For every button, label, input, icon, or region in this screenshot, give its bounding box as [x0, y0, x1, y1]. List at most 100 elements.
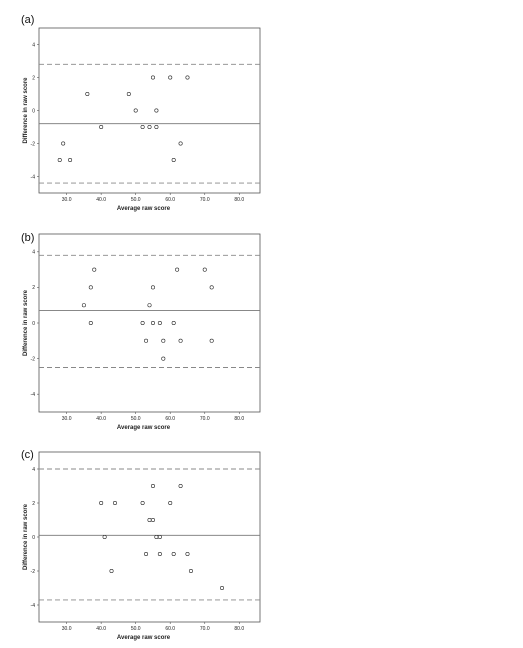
x-tick-label: 60.0	[165, 416, 175, 422]
chart-panel-3: (c) 30.0 40.0 50.0 60.0 70.0 80.0 4 2 0 -2 -4 Averag…	[21, 449, 261, 641]
data-point	[188, 568, 193, 573]
y-tick-label: -4	[31, 174, 36, 180]
data-point	[171, 158, 176, 163]
y-tick-label: -2	[31, 141, 36, 147]
panel-label: (b)	[21, 232, 34, 244]
data-point	[68, 158, 73, 163]
x-tick-label: 80.0	[234, 416, 244, 422]
data-point	[178, 141, 183, 146]
data-point	[88, 285, 93, 290]
data-point	[171, 320, 176, 325]
data-point	[144, 338, 149, 343]
x-tick-label: 30.0	[62, 626, 72, 632]
data-point	[147, 303, 152, 308]
x-tick-label: 70.0	[200, 197, 210, 203]
data-point	[202, 267, 207, 272]
data-point	[150, 320, 155, 325]
data-point	[178, 483, 183, 488]
data-point	[81, 303, 86, 308]
y-tick-label: 4	[32, 250, 35, 256]
y-tick-label: -4	[31, 392, 36, 398]
data-point	[175, 267, 180, 272]
x-tick-label: 60.0	[165, 197, 175, 203]
data-point	[150, 483, 155, 488]
data-point	[171, 551, 176, 556]
y-axis-title: Difference in raw score	[23, 503, 29, 570]
x-tick-label: 70.0	[200, 416, 210, 422]
data-point	[220, 585, 225, 590]
data-point	[133, 108, 138, 113]
data-point	[92, 267, 97, 272]
x-tick-label: 60.0	[165, 626, 175, 632]
data-point	[150, 285, 155, 290]
y-tick-label: -4	[31, 603, 36, 609]
x-tick-label: 50.0	[131, 197, 141, 203]
plot-frame	[38, 451, 261, 623]
panel-label: (c)	[21, 449, 34, 461]
x-axis-title: Average raw score	[117, 635, 171, 641]
data-point	[144, 551, 149, 556]
data-point	[126, 92, 131, 97]
data-point	[147, 517, 152, 522]
data-point	[85, 92, 90, 97]
x-tick-label: 50.0	[131, 416, 141, 422]
plot-frame	[38, 233, 261, 413]
x-tick-label: 80.0	[234, 626, 244, 632]
data-point	[157, 320, 162, 325]
plot-frame	[38, 27, 261, 194]
x-axis-title: Average raw score	[117, 206, 171, 212]
data-point	[61, 141, 66, 146]
data-point	[140, 320, 145, 325]
y-axis-title: Difference in raw score	[23, 289, 29, 356]
x-tick-label: 40.0	[96, 626, 106, 632]
data-point	[209, 338, 214, 343]
data-point	[147, 125, 152, 130]
data-point	[154, 534, 159, 539]
y-tick-label: 2	[32, 75, 35, 81]
x-tick-label: 50.0	[131, 626, 141, 632]
data-point	[112, 500, 117, 505]
data-point	[150, 517, 155, 522]
y-tick-label: 2	[32, 501, 35, 507]
x-tick-label: 30.0	[62, 416, 72, 422]
data-point	[140, 125, 145, 130]
data-point	[154, 108, 159, 113]
data-point	[99, 125, 104, 130]
data-point	[109, 568, 114, 573]
y-axis-title: Difference in raw score	[23, 77, 29, 144]
y-tick-label: 0	[32, 108, 35, 114]
chart-panel-1: (a) 30.0 40.0 50.0 60.0 70.0 80.0 4 2 0 -2 -4 Averag…	[21, 14, 261, 212]
y-tick-label: -2	[31, 569, 36, 575]
data-point	[88, 320, 93, 325]
data-point	[99, 500, 104, 505]
chart-panel-2: (b) 30.0 40.0 50.0 60.0 70.0 80.0 4 2 0 -2 -4 Averag…	[21, 232, 261, 431]
data-point	[185, 551, 190, 556]
x-tick-label: 40.0	[96, 197, 106, 203]
data-point	[102, 534, 107, 539]
data-point	[168, 75, 173, 80]
data-point	[209, 285, 214, 290]
data-point	[161, 356, 166, 361]
y-tick-label: 4	[32, 42, 35, 48]
x-tick-label: 80.0	[234, 197, 244, 203]
x-axis-title: Average raw score	[117, 425, 171, 431]
y-tick-label: 2	[32, 285, 35, 291]
data-point	[140, 500, 145, 505]
data-point	[150, 75, 155, 80]
data-point	[161, 338, 166, 343]
panel-label: (a)	[21, 14, 34, 26]
data-point	[157, 551, 162, 556]
data-point	[157, 534, 162, 539]
x-tick-label: 40.0	[96, 416, 106, 422]
x-tick-label: 70.0	[200, 626, 210, 632]
y-tick-label: 0	[32, 321, 35, 327]
data-point	[185, 75, 190, 80]
data-point	[57, 158, 62, 163]
x-tick-label: 30.0	[62, 197, 72, 203]
y-tick-label: -2	[31, 356, 36, 362]
data-point	[178, 338, 183, 343]
data-point	[154, 125, 159, 130]
y-tick-label: 0	[32, 535, 35, 541]
data-point	[168, 500, 173, 505]
